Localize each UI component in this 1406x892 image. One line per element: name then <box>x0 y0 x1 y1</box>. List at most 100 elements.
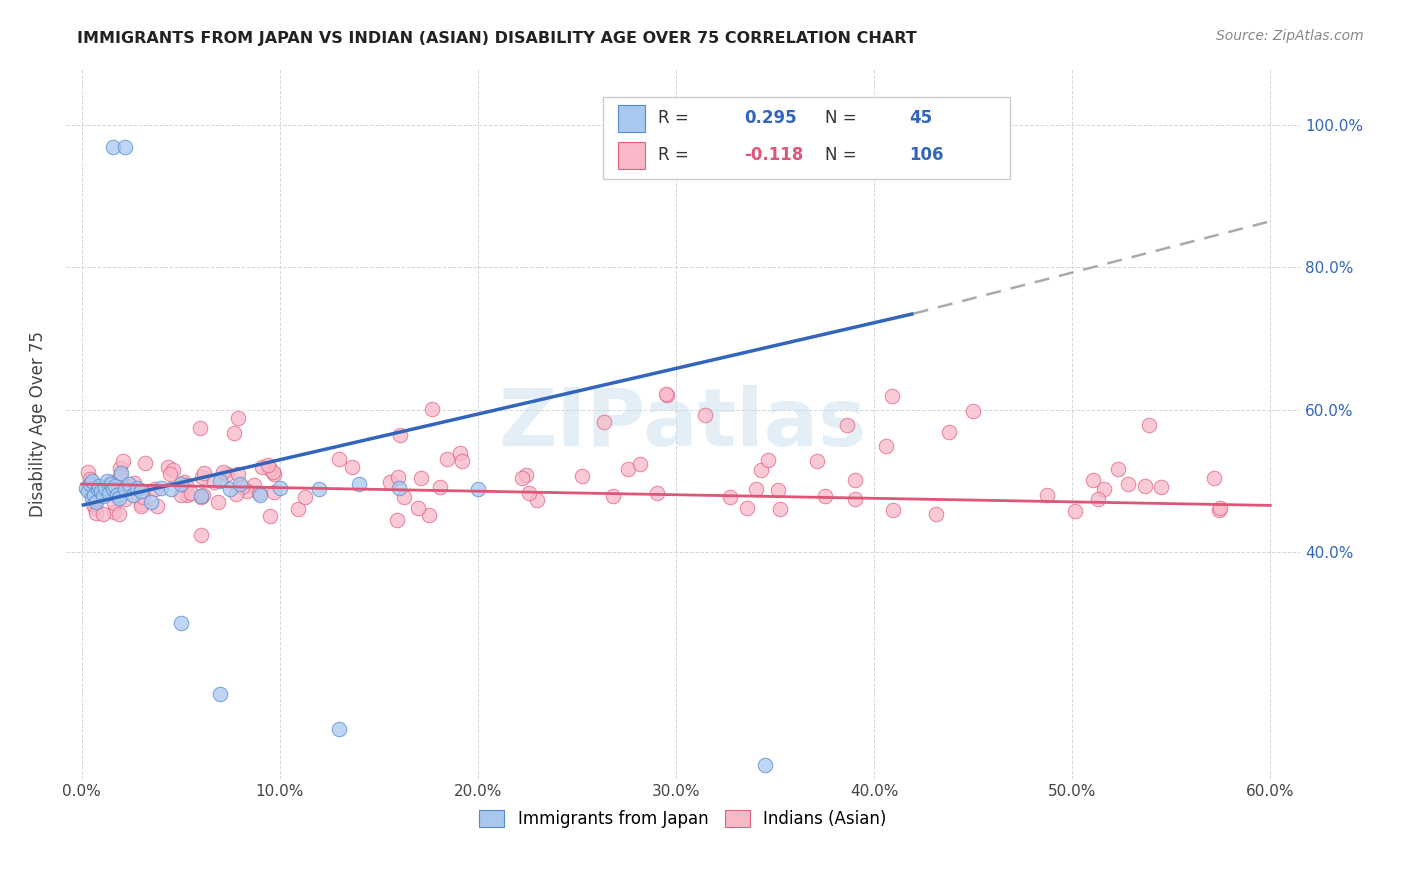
Point <box>211 465 233 479</box>
Point <box>768 502 790 516</box>
Point <box>100 475 122 490</box>
Point <box>1133 479 1156 493</box>
Point <box>1107 462 1129 476</box>
Point <box>259 462 281 476</box>
Point <box>105 488 128 502</box>
Point <box>149 481 172 495</box>
Point <box>75 481 97 495</box>
Point <box>94 481 117 495</box>
Point <box>287 501 309 516</box>
Point <box>129 499 152 513</box>
Point <box>96 474 118 488</box>
Point <box>79 477 101 491</box>
Point <box>259 508 281 523</box>
Point <box>98 485 121 500</box>
Point <box>124 476 146 491</box>
Point <box>108 508 131 522</box>
Point <box>962 404 984 418</box>
Point <box>571 468 593 483</box>
Point <box>420 401 443 416</box>
Point <box>754 757 776 772</box>
Point <box>209 474 232 488</box>
Point <box>103 496 125 510</box>
Point <box>82 497 104 511</box>
Point <box>657 387 679 401</box>
Point <box>1087 492 1109 507</box>
Point <box>91 507 114 521</box>
Point <box>159 482 181 496</box>
Point <box>409 470 432 484</box>
Point <box>1208 503 1230 517</box>
Text: R =: R = <box>658 109 695 128</box>
Point <box>105 482 128 496</box>
Point <box>294 491 316 505</box>
Point <box>745 482 768 496</box>
Point <box>250 460 273 475</box>
Point <box>103 139 125 153</box>
Point <box>308 482 330 496</box>
Point <box>225 487 247 501</box>
Point <box>262 465 284 479</box>
Text: 45: 45 <box>908 109 932 128</box>
Point <box>129 484 152 499</box>
Point <box>749 463 772 477</box>
Point <box>617 462 640 476</box>
Point <box>132 490 155 504</box>
Point <box>257 458 280 472</box>
Point <box>157 459 180 474</box>
Point <box>515 468 537 483</box>
Point <box>97 484 120 499</box>
Point <box>86 482 108 496</box>
Point <box>880 389 903 403</box>
Text: Source: ZipAtlas.com: Source: ZipAtlas.com <box>1216 29 1364 43</box>
Point <box>129 497 152 511</box>
Point <box>139 495 162 509</box>
Point <box>394 490 416 504</box>
Point <box>104 479 127 493</box>
Point <box>103 505 125 519</box>
Point <box>1064 503 1087 517</box>
Point <box>191 488 214 502</box>
Point <box>174 477 197 491</box>
Point <box>592 415 614 429</box>
Point <box>449 446 471 460</box>
Point <box>76 484 98 499</box>
Point <box>249 488 271 502</box>
Point <box>134 456 156 470</box>
Point <box>263 485 285 500</box>
Point <box>1092 482 1115 496</box>
Point <box>217 467 239 481</box>
Point <box>90 484 112 499</box>
Point <box>388 481 411 495</box>
Point <box>170 477 193 491</box>
Point <box>207 494 229 508</box>
Point <box>202 475 225 489</box>
Point <box>418 508 440 523</box>
Point <box>219 482 242 496</box>
Point <box>180 486 202 500</box>
Point <box>806 454 828 468</box>
Legend: Immigrants from Japan, Indians (Asian): Immigrants from Japan, Indians (Asian) <box>472 803 893 835</box>
Point <box>328 722 350 736</box>
Bar <box>617 142 645 169</box>
Point <box>406 500 429 515</box>
Point <box>1116 476 1139 491</box>
Point <box>655 387 678 401</box>
Point <box>387 513 409 527</box>
Point <box>170 615 193 630</box>
Point <box>388 428 411 442</box>
Point <box>925 507 948 521</box>
Point <box>938 425 960 439</box>
Point <box>146 499 169 513</box>
Point <box>132 483 155 498</box>
Point <box>875 440 897 454</box>
Point <box>378 475 401 489</box>
Point <box>436 452 458 467</box>
Point <box>231 480 253 494</box>
Point <box>602 489 624 503</box>
Point <box>510 471 533 485</box>
Point <box>526 492 548 507</box>
Point <box>263 467 285 482</box>
Point <box>1209 501 1232 516</box>
Text: 0.295: 0.295 <box>745 109 797 128</box>
